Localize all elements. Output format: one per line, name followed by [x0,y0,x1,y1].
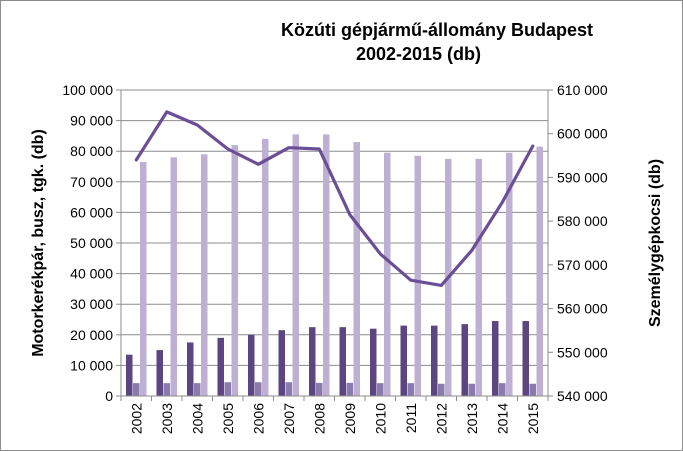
x-tick-label: 2014 [494,403,510,434]
bar [370,328,377,396]
x-tick-label: 2005 [220,403,236,434]
bar [506,152,513,396]
bar [262,138,269,396]
chart-title-line1: Közúti gépjármű-állomány Budapest [281,20,593,40]
bar [377,383,384,396]
y-axis-right-label: Személygépkocsi (db) [647,159,664,327]
y-tick-label-left: 50 000 [70,235,113,251]
bar [187,342,194,396]
bar [499,383,506,396]
x-tick-label: 2011 [403,403,419,433]
bar [353,142,360,396]
chart-title-line2: 2002-2015 (db) [356,44,481,64]
bar [346,382,353,396]
y-tick-label-right: 580 000 [557,213,608,229]
bars-group [126,134,543,396]
line-series [134,110,535,287]
y-tick-label-right: 560 000 [557,301,608,317]
bar [126,354,133,396]
bar [133,383,140,396]
y-tick-label-left: 0 [105,388,113,404]
x-tick-label: 2003 [159,403,175,434]
bar [316,382,323,396]
y-tick-label-left: 40 000 [70,266,113,282]
bar [475,158,482,396]
bar [529,383,536,396]
y-tick-label-left: 30 000 [70,296,113,312]
bar [414,155,421,396]
bar [140,161,147,396]
bar [407,383,414,396]
y-tick-label-right: 610 000 [557,82,608,98]
x-tick-label: 2015 [525,403,541,434]
bar [278,330,285,396]
bar [255,382,262,396]
bar [536,146,543,396]
bar [468,383,475,396]
y-tick-label-left: 80 000 [70,143,113,159]
bar [384,152,391,396]
bar [400,325,407,396]
bar [292,134,299,396]
bar [339,327,346,396]
bar [431,325,438,396]
bar [224,382,231,396]
bar [248,334,255,396]
axes [116,89,553,401]
y-axis-left-label: Motorkerékpár, busz, tgk. (db) [30,129,47,357]
y-tick-label-left: 20 000 [70,327,113,343]
y-tick-label-left: 70 000 [70,174,113,190]
y-tick-label-right: 570 000 [557,257,608,273]
bar [438,383,445,396]
x-tick-label: 2008 [311,403,327,434]
tick-labels: 0 10 000 20 000 30 000 40 000 50 000 60 000 70 … [62,82,607,434]
x-tick-label: 2004 [189,403,205,434]
y-tick-label-right: 600 000 [557,126,608,142]
x-tick-label: 2007 [281,403,297,434]
bar [461,324,468,396]
bar [309,327,316,396]
y-tick-label-left: 90 000 [70,113,113,129]
x-tick-label: 2013 [464,403,480,434]
bar [163,383,170,396]
x-tick-label: 2002 [128,403,144,434]
x-tick-label: 2009 [342,403,358,434]
bar [201,154,208,396]
x-tick-label: 2012 [433,403,449,434]
bar [522,321,529,396]
bar [217,337,224,396]
x-tick-label: 2006 [250,403,266,434]
y-tick-label-left: 100 000 [62,82,113,98]
bar [194,383,201,396]
bar [285,382,292,396]
bar [170,157,177,396]
bar [323,134,330,396]
gridlines [121,89,548,366]
y-tick-label-left: 10 000 [70,357,113,373]
bar [231,145,238,396]
y-tick-label-right: 590 000 [557,169,608,185]
x-tick-label: 2010 [372,403,388,434]
y-tick-label-left: 60 000 [70,204,113,220]
y-tick-label-right: 540 000 [557,388,608,404]
bar [156,350,163,396]
bar [492,321,499,396]
y-tick-label-right: 550 000 [557,344,608,360]
line-group [134,110,535,287]
